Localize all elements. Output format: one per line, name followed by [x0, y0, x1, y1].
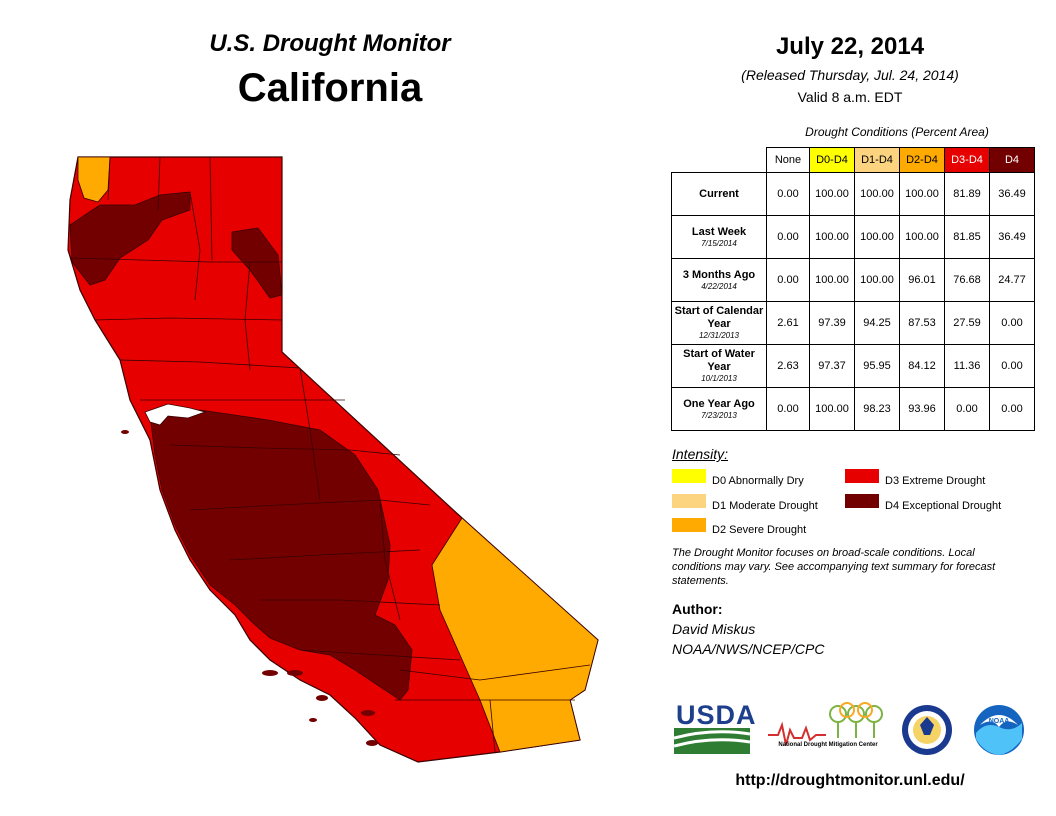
- legend-label-d4: D4 Exceptional Drought: [885, 500, 1002, 512]
- legend-label-d3: D3 Extreme Drought: [885, 475, 986, 487]
- cell-value: 0.00: [944, 387, 990, 431]
- table-row: Current 0.00 100.00 100.00 100.00 81.89 …: [671, 172, 1035, 216]
- col-none: None: [766, 147, 810, 173]
- col-d4: D4: [989, 147, 1035, 173]
- col-d3-d4: D3-D4: [944, 147, 990, 173]
- legend-swatch-d3: [845, 469, 879, 483]
- row-date: 7/23/2013: [701, 410, 737, 420]
- cell-value: 2.63: [766, 344, 810, 388]
- ndmc-logo-text: National Drought Mitigation Center: [778, 742, 878, 748]
- row-label: Start of Calendar Year 12/31/2013: [671, 301, 767, 345]
- row-date: 4/22/2014: [701, 281, 737, 291]
- legend-label-d0: D0 Abnormally Dry: [712, 475, 804, 487]
- table-row: Start of Water Year 10/1/2013 2.63 97.37 …: [671, 344, 1035, 388]
- table-row: 3 Months Ago 4/22/2014 0.00 100.00 100.00…: [671, 258, 1035, 302]
- ndmc-logo: [768, 702, 883, 746]
- cell-value: 93.96: [899, 387, 945, 431]
- d4-region-northeast: [231, 227, 283, 299]
- noaa-logo: NOAA: [974, 705, 1024, 755]
- state-title: California: [237, 66, 423, 110]
- cell-value: 95.95: [854, 344, 900, 388]
- cell-value: 100.00: [809, 215, 855, 259]
- cell-value: 100.00: [854, 215, 900, 259]
- legend-swatch-d2: [672, 518, 706, 532]
- cell-value: 81.89: [944, 172, 990, 216]
- cell-value: 100.00: [809, 258, 855, 302]
- row-label: Last Week 7/15/2014: [671, 215, 767, 259]
- cell-value: 76.68: [944, 258, 990, 302]
- legend-label-d1: D1 Moderate Drought: [712, 500, 818, 512]
- cell-value: 96.01: [899, 258, 945, 302]
- cell-value: 0.00: [766, 172, 810, 216]
- usda-logo: USDA: [676, 700, 757, 730]
- cell-value: 100.00: [899, 215, 945, 259]
- table-row: One Year Ago 7/23/2013 0.00 100.00 98.23 …: [671, 387, 1035, 431]
- channel-islands: [121, 430, 378, 746]
- cell-value: 24.77: [989, 258, 1035, 302]
- row-label: 3 Months Ago 4/22/2014: [671, 258, 767, 302]
- cell-value: 0.00: [766, 215, 810, 259]
- website-url[interactable]: http://droughtmonitor.unl.edu/: [735, 772, 965, 789]
- california-drought-map: [67, 156, 599, 763]
- table-caption: Drought Conditions (Percent Area): [805, 125, 989, 139]
- cell-value: 100.00: [809, 387, 855, 431]
- header-blank: [672, 148, 767, 173]
- legend-title: Intensity:: [672, 446, 729, 462]
- cell-value: 87.53: [899, 301, 945, 345]
- cell-value: 36.49: [989, 172, 1035, 216]
- row-label: One Year Ago 7/23/2013: [671, 387, 767, 431]
- cell-value: 97.37: [809, 344, 855, 388]
- row-date: 10/1/2013: [701, 374, 737, 383]
- table-row: Last Week 7/15/2014 0.00 100.00 100.00 10…: [671, 215, 1035, 259]
- table-row: Start of Calendar Year 12/31/2013 2.61 97…: [671, 301, 1035, 345]
- d4-region-north-coast: [69, 191, 191, 286]
- row-date: 12/31/2013: [698, 331, 740, 340]
- cell-value: 2.61: [766, 301, 810, 345]
- cell-value: 94.25: [854, 301, 900, 345]
- legend-swatch-d1: [672, 494, 706, 508]
- drought-conditions-table: None D0-D4 D1-D4 D2-D4 D3-D4 D4 Current …: [671, 147, 1035, 431]
- legend-label-d2: D2 Severe Drought: [712, 524, 807, 536]
- d2-region-southeast: [431, 517, 599, 753]
- monitor-title: U.S. Drought Monitor: [209, 30, 451, 57]
- row-date: 7/15/2014: [701, 238, 737, 248]
- cell-value: 0.00: [989, 344, 1035, 388]
- legend-swatch-d4: [845, 494, 879, 508]
- valid-time: Valid 8 a.m. EDT: [797, 89, 903, 105]
- cell-value: 100.00: [899, 172, 945, 216]
- author-org: NOAA/NWS/NCEP/CPC: [672, 641, 825, 657]
- cell-value: 0.00: [766, 258, 810, 302]
- cell-value: 100.00: [854, 172, 900, 216]
- cell-value: 100.00: [809, 172, 855, 216]
- col-d1-d4: D1-D4: [854, 147, 900, 173]
- county-lines: [69, 156, 591, 753]
- cell-value: 0.00: [989, 301, 1035, 345]
- cell-value: 27.59: [944, 301, 990, 345]
- cell-value: 84.12: [899, 344, 945, 388]
- cell-value: 100.00: [854, 258, 900, 302]
- col-d2-d4: D2-D4: [899, 147, 945, 173]
- cell-value: 81.85: [944, 215, 990, 259]
- cell-value: 0.00: [989, 387, 1035, 431]
- legend-swatch-d0: [672, 469, 706, 483]
- row-label: Current: [671, 172, 767, 216]
- department-of-commerce-seal: [902, 705, 952, 755]
- row-label: Start of Water Year 10/1/2013: [671, 344, 767, 388]
- cell-value: 11.36: [944, 344, 990, 388]
- author-label: Author:: [672, 601, 723, 617]
- d4-region-central: [149, 409, 413, 701]
- disclaimer-note: The Drought Monitor focuses on broad-sca…: [672, 547, 996, 587]
- bay-area-water: [144, 403, 207, 426]
- noaa-logo-text: NOAA: [989, 718, 1010, 725]
- cell-value: 97.39: [809, 301, 855, 345]
- cell-value: 0.00: [766, 387, 810, 431]
- release-date: (Released Thursday, Jul. 24, 2014): [741, 67, 959, 83]
- cell-value: 36.49: [989, 215, 1035, 259]
- col-d0-d4: D0-D4: [809, 147, 855, 173]
- usda-logo-stripes: [674, 728, 750, 754]
- map-date: July 22, 2014: [775, 33, 925, 60]
- table-header-row: None D0-D4 D1-D4 D2-D4 D3-D4 D4: [672, 147, 1035, 173]
- author-name: David Miskus: [672, 621, 756, 637]
- cell-value: 98.23: [854, 387, 900, 431]
